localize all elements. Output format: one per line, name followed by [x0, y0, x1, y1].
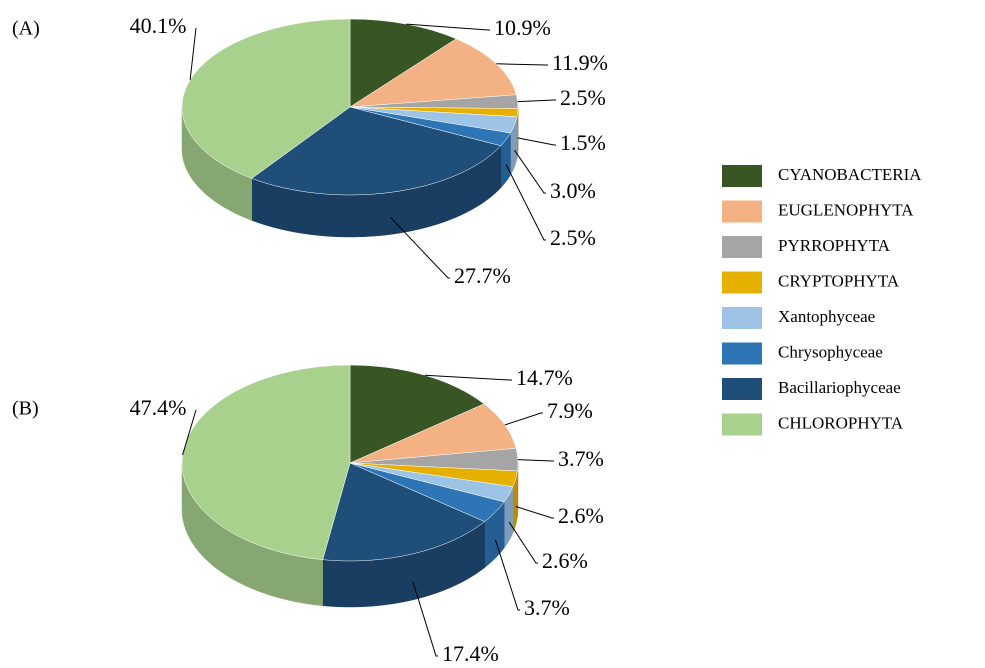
slice — [322, 462, 486, 562]
data-label: 1.5% — [560, 130, 606, 155]
legend-label: Xantophyceae — [778, 307, 875, 326]
slice — [349, 364, 485, 464]
legend-label: EUGLENOPHYTA — [778, 200, 914, 219]
leader-line — [514, 149, 546, 194]
legend-label: CHLOROPHYTA — [778, 413, 904, 432]
slice — [349, 18, 457, 108]
legend-swatch — [722, 307, 762, 329]
legend-swatch — [722, 271, 762, 294]
data-label: 7.9% — [547, 398, 593, 423]
legend-label: Chrysophyceae — [778, 342, 883, 361]
leader-line — [494, 539, 520, 611]
legend-swatch — [722, 236, 762, 258]
data-label: 2.6% — [558, 503, 604, 528]
legend-label: PYRROPHYTA — [778, 236, 891, 255]
data-label: 3.0% — [550, 178, 596, 203]
data-label: 40.1% — [130, 13, 187, 38]
data-label: 3.7% — [524, 595, 570, 620]
leader-line — [412, 581, 438, 657]
panel-label: (B) — [12, 398, 39, 420]
leader-line — [517, 459, 554, 462]
legend-swatch — [722, 378, 762, 400]
legend-swatch — [722, 342, 762, 365]
leader-line — [508, 521, 538, 564]
data-label: 47.4% — [130, 395, 187, 420]
data-label: 27.7% — [454, 263, 511, 288]
panel-label: (A) — [12, 18, 40, 40]
data-label: 2.5% — [550, 225, 596, 250]
leader-line — [189, 27, 197, 81]
data-label: 17.4% — [442, 641, 499, 666]
leader-line — [505, 164, 546, 241]
legend-label: CYANOBACTERIA — [778, 165, 922, 184]
leader-line — [496, 63, 548, 66]
legend-label: CRYPTOPHYTA — [778, 271, 900, 290]
legend-swatch — [722, 200, 762, 223]
data-label: 14.7% — [516, 365, 573, 390]
slice — [181, 18, 351, 179]
leader-line — [182, 409, 197, 456]
slice — [349, 38, 517, 108]
leader-line — [390, 217, 450, 279]
data-label: 11.9% — [552, 50, 608, 75]
legend-label: Bacillariophyceae — [778, 378, 901, 397]
legend-swatch — [722, 413, 762, 436]
leader-line — [406, 23, 490, 31]
leader-line — [515, 506, 554, 519]
leader-line — [424, 374, 512, 381]
slice — [251, 106, 502, 196]
data-label: 3.7% — [558, 446, 604, 471]
data-label: 2.6% — [542, 548, 588, 573]
data-label: 2.5% — [560, 85, 606, 110]
leader-line — [504, 412, 543, 426]
leader-line — [517, 99, 556, 103]
data-label: 10.9% — [494, 15, 551, 40]
leader-line — [517, 137, 556, 146]
legend-swatch — [722, 165, 762, 187]
